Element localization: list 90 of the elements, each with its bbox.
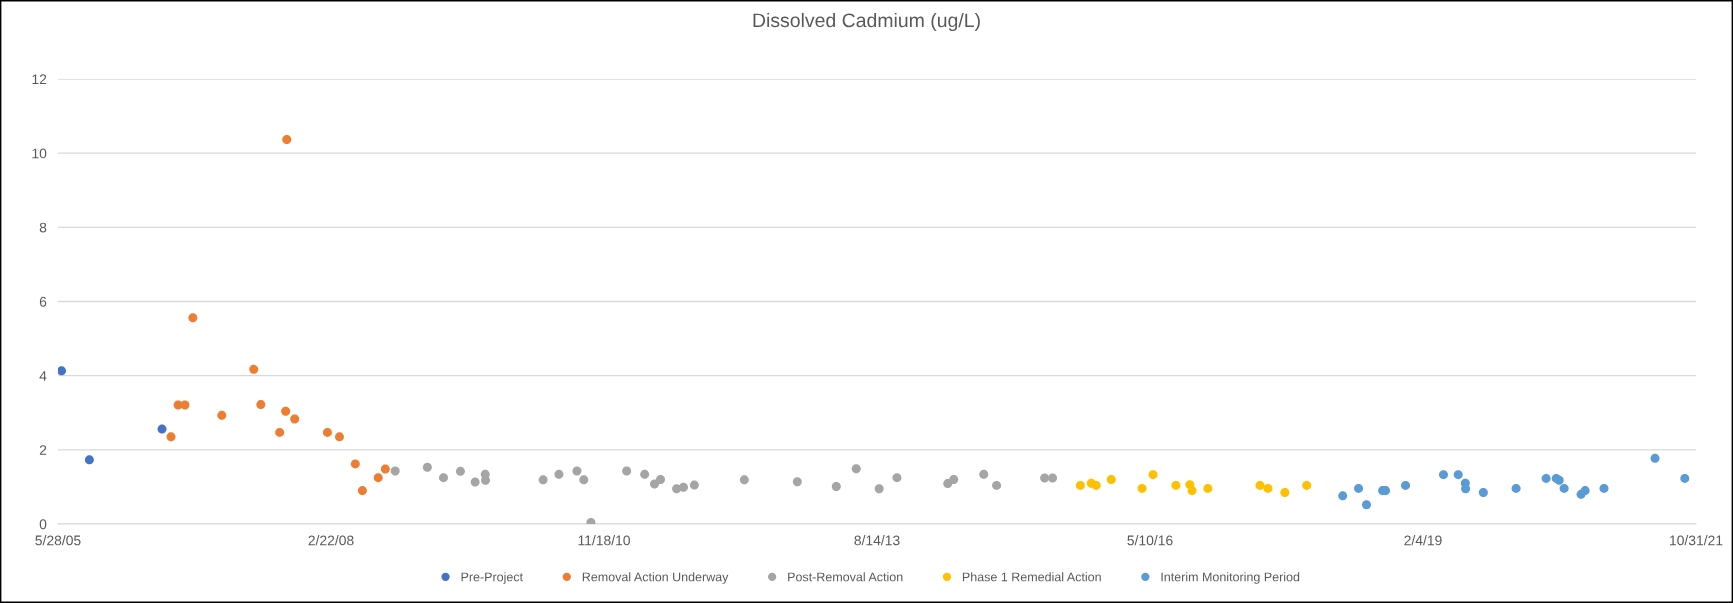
point [390,466,400,476]
point [554,469,564,479]
point [1580,486,1590,496]
point [640,469,650,479]
point [1453,470,1463,480]
point [84,455,94,465]
point [1338,491,1348,501]
point [322,427,332,437]
legend-label: Post-Removal Action [788,572,903,582]
y-tick-label: 4 [39,371,47,381]
point [334,432,344,442]
point [180,400,190,410]
point [792,477,802,487]
point [188,313,198,323]
point [572,466,582,476]
point [281,406,291,416]
point [217,410,227,420]
point [438,473,448,483]
legend-label: Interim Monitoring Period [1161,572,1300,584]
y-tick-label: 0 [39,519,47,530]
point [1478,487,1488,497]
point [1048,473,1058,483]
point [350,459,360,469]
point [1263,483,1273,493]
point [373,473,383,483]
y-tick-label: 6 [39,296,47,307]
point [949,475,959,484]
y-tick-label: 2 [39,445,47,455]
point [1203,483,1213,493]
legend-label: Removal Action Underway [582,572,729,584]
point [1106,475,1116,484]
y-tick-label: 12 [32,74,47,85]
point [892,473,902,483]
point [455,466,465,476]
point [58,366,67,376]
point [739,475,749,485]
point [1354,483,1364,493]
point [256,400,266,410]
point [1559,483,1569,493]
point [166,432,176,442]
x-tick-label: 2/22/08 [308,535,354,546]
point [1302,480,1312,490]
point [622,466,632,476]
point [1680,473,1690,483]
point [1650,453,1660,463]
point [851,464,861,474]
point [831,482,841,492]
point [157,424,167,434]
point [1091,480,1101,490]
point [422,462,432,472]
point [290,414,300,424]
point [1599,483,1609,493]
x-tick-label: 5/10/16 [1127,535,1173,546]
point [579,475,589,485]
point [275,427,285,437]
point [1280,487,1290,497]
point [470,477,480,487]
point [992,480,1002,490]
point [874,484,884,494]
point [282,134,292,144]
point [1075,480,1085,490]
point [538,475,548,485]
x-tick-label: 10/31/21 [1670,535,1723,546]
x-tick-label: 11/18/10 [578,535,630,546]
point [357,486,367,496]
point [656,475,666,484]
point [979,469,989,479]
point [1438,470,1448,480]
point [1171,480,1181,490]
point [1255,480,1265,490]
point [943,479,953,489]
chart-title: Dissolved Cadmium (ug/L) [753,12,980,32]
point [1187,486,1197,496]
point [249,364,259,374]
legend-label: Phase 1 Remedial Action [962,572,1101,582]
legend-label: Pre-Project [461,572,523,584]
point [1148,470,1158,480]
x-tick-label: 2/4/19 [1404,535,1442,546]
point [689,480,699,490]
y-tick-label: 8 [39,222,47,233]
y-tick-label: 10 [32,148,47,159]
x-tick-label: 8/14/13 [854,535,900,546]
point [1137,483,1147,493]
x-tick-label: 5/28/05 [35,535,81,546]
point [380,464,390,474]
point [1361,500,1371,510]
point [678,482,688,492]
point [1541,473,1551,483]
point [1401,480,1411,490]
point [1511,483,1521,493]
